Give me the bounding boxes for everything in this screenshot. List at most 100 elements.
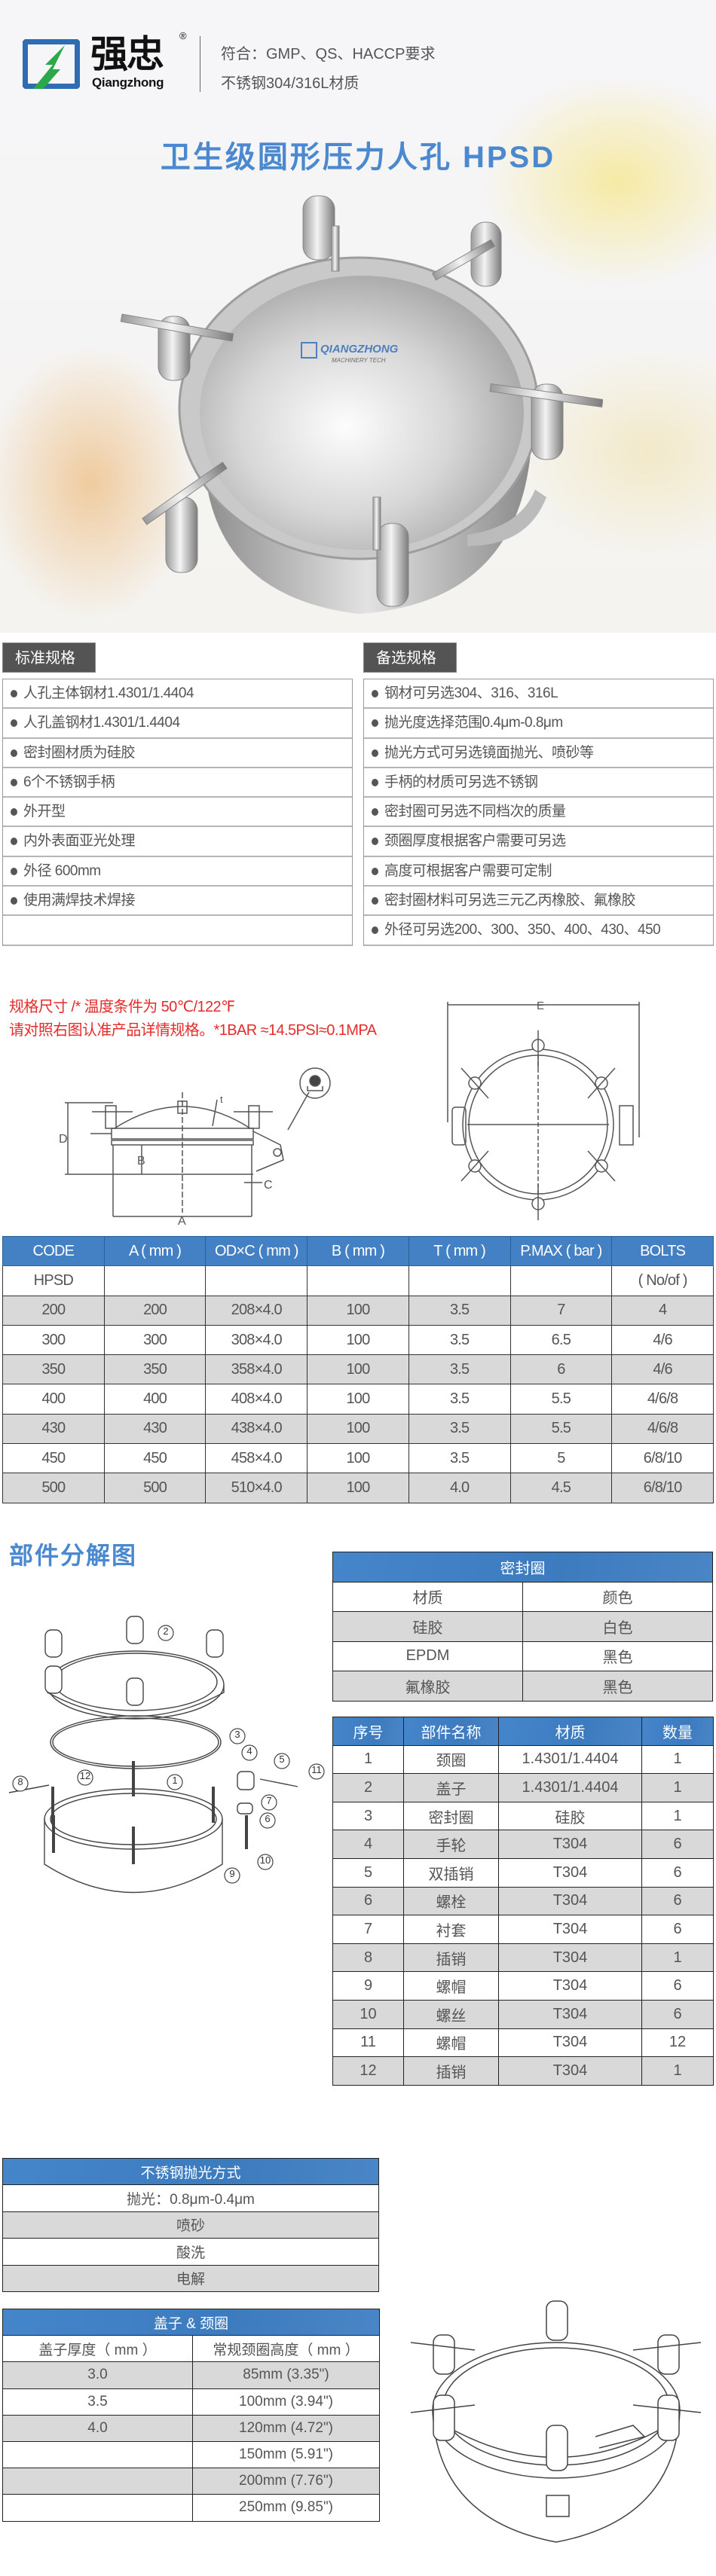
table-cell: 308×4.0 — [205, 1324, 308, 1356]
callout-number: 11 — [311, 1764, 322, 1775]
callout-number: 8 — [17, 1776, 23, 1787]
lid-logo-text: QIANGZHONG — [320, 343, 399, 356]
table-cell: T304 — [498, 2028, 642, 2058]
table-cell: 85mm (3.35") — [191, 2361, 381, 2389]
column-header: P.MAX ( bar ) — [509, 1235, 613, 1267]
table-cell: 5 — [332, 1857, 404, 1888]
spec-item: 外开型 — [3, 798, 352, 828]
table-cell: 430 — [103, 1413, 207, 1445]
bullet-icon — [11, 838, 17, 846]
table-cell: 430 — [2, 1413, 105, 1445]
table-row: HPSD ( No/of ) — [2, 1265, 714, 1296]
parts-list-table: 序号 部件名称 材质 数量 1 颈圈 1.4301/1.4404 1 2 盖子 1.4301/1.4… — [332, 1717, 714, 2086]
table-cell: 3.5 — [408, 1413, 511, 1445]
top-view-drawing: E — [447, 1000, 640, 1220]
spec-item-text: 人孔主体钢材1.4301/1.4404 — [23, 685, 194, 701]
product-photo: QIANGZHONG MACHINERY TECH — [120, 195, 603, 614]
table-cell: 5.5 — [509, 1384, 613, 1415]
table-row: 硅胶 白色 — [332, 1611, 713, 1642]
spec-item-text: 钢材可另选304、316、316L — [384, 685, 558, 701]
table-cell: 4 — [611, 1295, 714, 1326]
table-cell: 插销 — [403, 1943, 499, 1973]
table-cell: 2 — [332, 1773, 404, 1802]
standard-spec-list: 人孔主体钢材1.4301/1.4404 人孔盖钢材1.4301/1.4404 密封圈… — [2, 679, 353, 946]
spec-item-text: 外开型 — [23, 804, 66, 820]
table-cell: 酸洗 — [2, 2238, 379, 2266]
bullet-icon — [372, 778, 378, 786]
callout-number: 12 — [79, 1770, 91, 1781]
table-cell: 6 — [641, 1971, 714, 2001]
spec-note-line2: 请对照右图认准产品详情规格。*1BAR ≈14.5PSI≈0.1MPA — [9, 1022, 377, 1039]
table-row: 11 螺帽 T304 12 — [332, 2028, 714, 2058]
table-cell: 510×4.0 — [205, 1473, 308, 1503]
table-cell: 双插销 — [403, 1857, 499, 1888]
table-row: 喷砂 — [2, 2211, 379, 2239]
table-cell: 208×4.0 — [205, 1295, 308, 1326]
table-cell: 458×4.0 — [205, 1443, 308, 1474]
table-cell: 1 — [641, 2056, 714, 2086]
table-cell: 4/6 — [611, 1354, 714, 1385]
table-cell: EPDM — [332, 1641, 523, 1671]
table-cell: 颈圈 — [403, 1744, 499, 1775]
callout-number: 1 — [172, 1775, 178, 1786]
table-row: 150mm (5.91") — [2, 2440, 381, 2469]
standard-spec-tab: 标准规格 — [2, 642, 96, 673]
table-row: 6 螺栓 T304 6 — [332, 1886, 714, 1916]
table-cell: 100 — [307, 1354, 409, 1385]
spec-item: 内外表面亚光处理 — [3, 827, 352, 857]
table-cell: 450 — [103, 1443, 207, 1474]
lid-and-collar-table: 盖子 & 颈圈 盖子厚度（ mm ）常规颈圈高度（ mm ） 3.0 85mm (3.… — [2, 2308, 381, 2522]
table-row: 250mm (9.85") — [2, 2494, 381, 2522]
bullet-icon — [11, 719, 17, 728]
table-cell: 喷砂 — [2, 2211, 379, 2239]
table-cell: 抛光：0.8μm-0.4μm — [2, 2184, 379, 2212]
page-title: 卫生级圆形压力人孔 HPSD — [160, 141, 556, 174]
spec-item: 抛光方式可另选镜面抛光、喷砂等 — [364, 739, 713, 768]
table-cell: 6/8/10 — [611, 1443, 714, 1474]
callout-number: 2 — [163, 1625, 169, 1637]
table-cell: T304 — [498, 2056, 642, 2086]
spec-item: 抛光度选择范围0.4μm-0.8μm — [364, 709, 713, 739]
table-cell: 250mm (9.85") — [191, 2494, 381, 2522]
table-cell: 100 — [307, 1413, 409, 1445]
column-header: BOLTS — [611, 1235, 714, 1267]
table-title: 盖子 & 颈圈 — [2, 2308, 381, 2336]
table-cell: 100 — [307, 1295, 409, 1326]
table-cell: 3.5 — [408, 1384, 511, 1415]
seal-material-table: 密封圈 材质 颜色 硅胶 白色 EPDM 黑色 氟橡胶 黑色 — [332, 1552, 713, 1702]
column-header: OD×C ( mm ) — [205, 1235, 308, 1267]
table-cell: T304 — [498, 1886, 642, 1916]
exploded-view-title: 部件分解图 — [9, 1542, 138, 1569]
table-row: 2 盖子 1.4301/1.4404 1 — [332, 1773, 714, 1802]
table-cell: T304 — [498, 1830, 642, 1859]
dim-label-b: B — [137, 1155, 145, 1167]
table-cell: 1.4301/1.4404 — [498, 1773, 642, 1802]
column-header: 部件名称 — [403, 1717, 499, 1746]
table-cell: 1 — [641, 1744, 714, 1775]
spec-item-text: 密封圈可另选不同档次的质量 — [384, 804, 566, 820]
table-cell: 3.5 — [408, 1295, 511, 1326]
table-cell: 120mm (4.72") — [191, 2414, 381, 2442]
table-cell: T304 — [498, 1915, 642, 1944]
table-cell: T304 — [498, 1857, 642, 1888]
spec-item-text: 高度可根据客户需要可定制 — [384, 862, 552, 879]
section-view-drawing: D B C A t — [59, 1067, 331, 1228]
table-row: 4 手轮 T304 6 — [332, 1830, 714, 1859]
table-row: 500 500 510×4.0 100 4.0 4.5 6/8/10 — [2, 1473, 714, 1503]
table-header-row: CODE A ( mm ) OD×C ( mm ) B ( mm ) T ( mm ) P… — [2, 1235, 714, 1267]
table-row: 10 螺丝 T304 6 — [332, 1999, 714, 2029]
table-cell: 500 — [2, 1473, 105, 1503]
spec-item: 人孔盖钢材1.4301/1.4404 — [3, 709, 352, 739]
table-cell: 200mm (7.76") — [191, 2468, 381, 2495]
table-cell: 氟橡胶 — [332, 1671, 523, 1702]
spec-item — [3, 916, 352, 946]
table-cell: 358×4.0 — [205, 1354, 308, 1385]
compliance-text: 符合：GMP、QS、HACCP要求 — [221, 46, 436, 63]
table-cell: 6 — [332, 1886, 404, 1916]
table-row: 5 双插销 T304 6 — [332, 1857, 714, 1888]
spec-item-text: 抛光度选择范围0.4μm-0.8μm — [384, 715, 563, 731]
table-cell — [408, 1265, 511, 1296]
table-cell: 3.5 — [408, 1443, 511, 1474]
table-cell — [509, 1265, 613, 1296]
table-row: 3.5 100mm (3.94") — [2, 2388, 381, 2416]
